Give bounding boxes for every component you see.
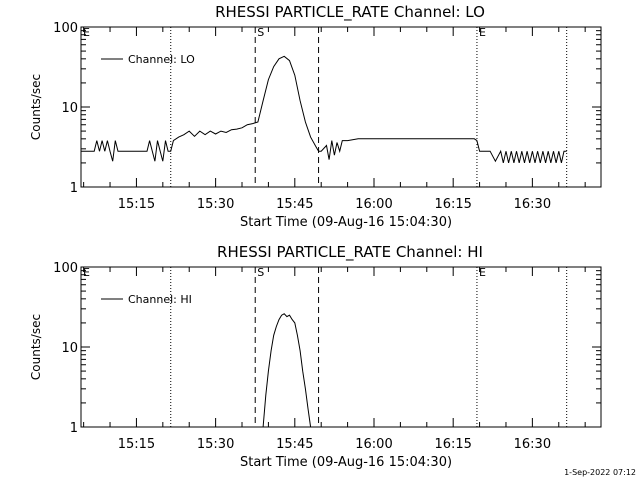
x-tick-label: 16:00: [355, 437, 392, 452]
y-axis-label: Counts/sec: [29, 74, 43, 140]
x-tick-label: 15:45: [276, 437, 313, 452]
x-tick-label: 15:30: [197, 197, 234, 212]
event-marker-label: S: [257, 266, 264, 279]
y-tick-label: 100: [53, 21, 78, 36]
x-tick-label: 16:00: [355, 197, 392, 212]
event-marker-label: E: [479, 266, 486, 279]
legend-label: Channel: HI: [128, 293, 192, 306]
chart-title: RHESSI PARTICLE_RATE Channel: HI: [217, 243, 483, 262]
event-marker-label: E: [83, 26, 90, 39]
y-axis-label: Counts/sec: [29, 314, 43, 380]
x-tick-label: 16:30: [514, 197, 551, 212]
y-tick-label: 10: [61, 101, 78, 116]
legend-label: Channel: LO: [128, 53, 195, 66]
x-tick-label: 15:15: [118, 197, 155, 212]
x-tick-label: 16:15: [434, 437, 471, 452]
chart-panel-lo: RHESSI PARTICLE_RATE Channel: LO Counts/…: [29, 3, 602, 230]
x-tick-label: 15:45: [276, 197, 313, 212]
series-line: [262, 313, 312, 428]
chart-panel-hi: RHESSI PARTICLE_RATE Channel: HI Counts/…: [29, 243, 602, 470]
x-tick-label: 16:15: [434, 197, 471, 212]
series-line: [81, 55, 567, 164]
footer-timestamp: 1-Sep-2022 07:12: [564, 468, 636, 477]
chart-title: RHESSI PARTICLE_RATE Channel: LO: [215, 3, 485, 22]
x-tick-label: 15:15: [118, 437, 155, 452]
y-tick-label: 1: [70, 181, 78, 196]
x-axis-label: Start Time (09-Aug-16 15:04:30): [240, 215, 452, 230]
event-marker-label: E: [479, 26, 486, 39]
y-tick-label: 10: [61, 341, 78, 356]
y-tick-label: 100: [53, 261, 78, 276]
x-tick-label: 16:30: [514, 437, 551, 452]
plot-frame: [80, 266, 602, 428]
plot-frame: [80, 26, 602, 188]
x-tick-label: 15:30: [197, 437, 234, 452]
y-tick-label: 1: [70, 421, 78, 436]
event-marker-label: S: [257, 26, 264, 39]
event-marker-label: E: [83, 266, 90, 279]
x-axis-label: Start Time (09-Aug-16 15:04:30): [240, 455, 452, 470]
